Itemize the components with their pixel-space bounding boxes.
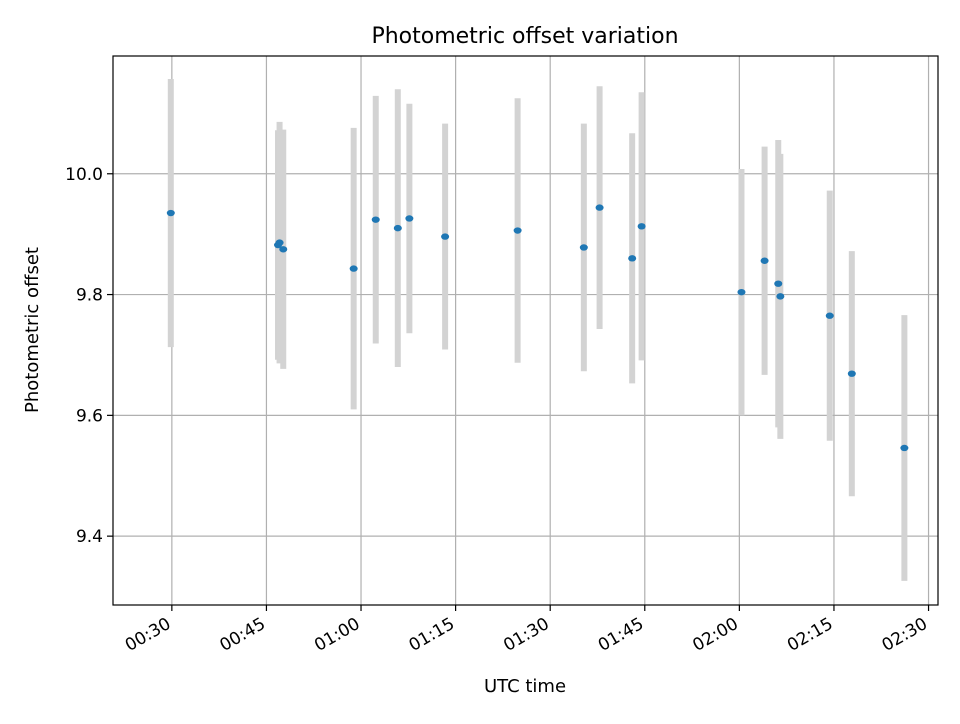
data-point [737, 288, 746, 296]
y-axis-label: Photometric offset [22, 247, 43, 413]
data-point [847, 370, 856, 377]
data-point [371, 216, 380, 223]
data-point [275, 239, 284, 246]
data-point [595, 204, 604, 211]
data-point [405, 215, 414, 222]
x-axis-label: UTC time [484, 676, 566, 697]
data-point [579, 244, 588, 251]
chart-title: Photometric offset variation [371, 24, 678, 49]
point-layer [166, 204, 909, 452]
data-point [441, 233, 450, 240]
plot-frame [112, 55, 939, 606]
y-tick-label: 9.6 [76, 406, 103, 426]
y-tick-label: 10.0 [65, 165, 103, 185]
data-point [776, 293, 785, 300]
y-tick-label: 9.8 [76, 286, 103, 306]
data-point [279, 246, 288, 253]
data-point [774, 280, 783, 287]
data-point [393, 224, 402, 232]
grid-layer [113, 56, 938, 605]
data-point [760, 257, 769, 264]
data-point [900, 444, 909, 452]
data-point [513, 227, 522, 234]
data-point [825, 312, 834, 319]
data-point [349, 265, 358, 272]
data-point [637, 223, 646, 230]
y-tick-label: 9.4 [76, 527, 103, 547]
data-point [166, 209, 175, 217]
data-point [628, 255, 637, 262]
